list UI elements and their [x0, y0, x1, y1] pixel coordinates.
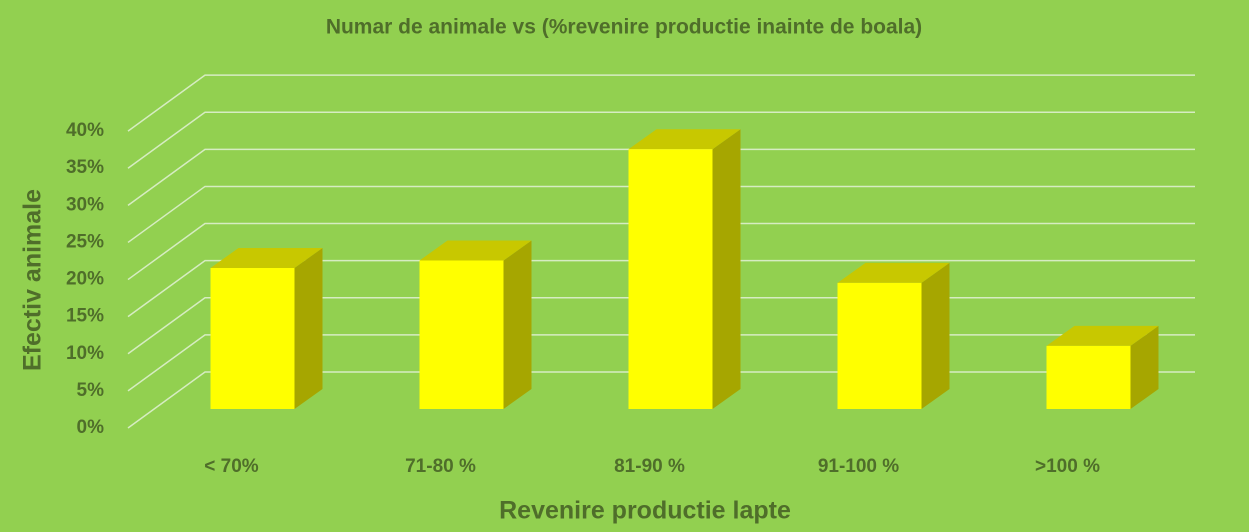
bar [210, 247, 323, 409]
grid-line [127, 185, 1195, 244]
y-tick-label: 20% [66, 269, 104, 290]
x-tick-label: 71-80 % [405, 456, 476, 477]
grid-line [127, 222, 1195, 281]
grid-line [127, 259, 1195, 318]
bar-front [419, 260, 504, 409]
bar-top [628, 129, 741, 150]
chart-title: Numar de animale vs (%revenire productie… [326, 16, 922, 39]
y-tick-label: 30% [66, 194, 104, 215]
bar-top [837, 262, 950, 283]
bar-front [210, 267, 295, 409]
y-tick-label: 35% [66, 157, 104, 178]
bar-side [712, 129, 741, 409]
x-axis-label: Revenire productie lapte [499, 497, 791, 525]
bar [419, 240, 532, 409]
bar-front [837, 282, 922, 409]
bar [1046, 325, 1159, 409]
y-tick-label: 25% [66, 231, 104, 252]
x-tick-label: >100 % [1035, 456, 1100, 477]
bar-front [1046, 345, 1131, 409]
bar [628, 129, 741, 409]
y-tick-label: 10% [66, 343, 104, 364]
bar-side [921, 262, 950, 409]
y-tick-label: 40% [66, 120, 104, 141]
bar-front [628, 149, 713, 409]
bar-top [1046, 325, 1159, 346]
bar-side [503, 240, 532, 409]
grid-line [127, 74, 1195, 132]
grid-line [127, 111, 1195, 169]
bar [837, 262, 950, 409]
bar-top [419, 240, 532, 261]
x-tick-label: < 70% [204, 456, 259, 477]
y-axis-label: Efectiv animale [19, 189, 47, 371]
bar-side [294, 247, 323, 409]
x-tick-label: 81-90 % [614, 456, 685, 477]
grid-line [127, 148, 1195, 206]
bar-side [1130, 325, 1159, 409]
y-tick-label: 5% [77, 380, 105, 401]
bar-top [210, 247, 323, 268]
y-tick-label: 15% [66, 306, 104, 327]
x-tick-label: 91-100 % [818, 456, 899, 477]
y-tick-label: 0% [77, 417, 105, 438]
